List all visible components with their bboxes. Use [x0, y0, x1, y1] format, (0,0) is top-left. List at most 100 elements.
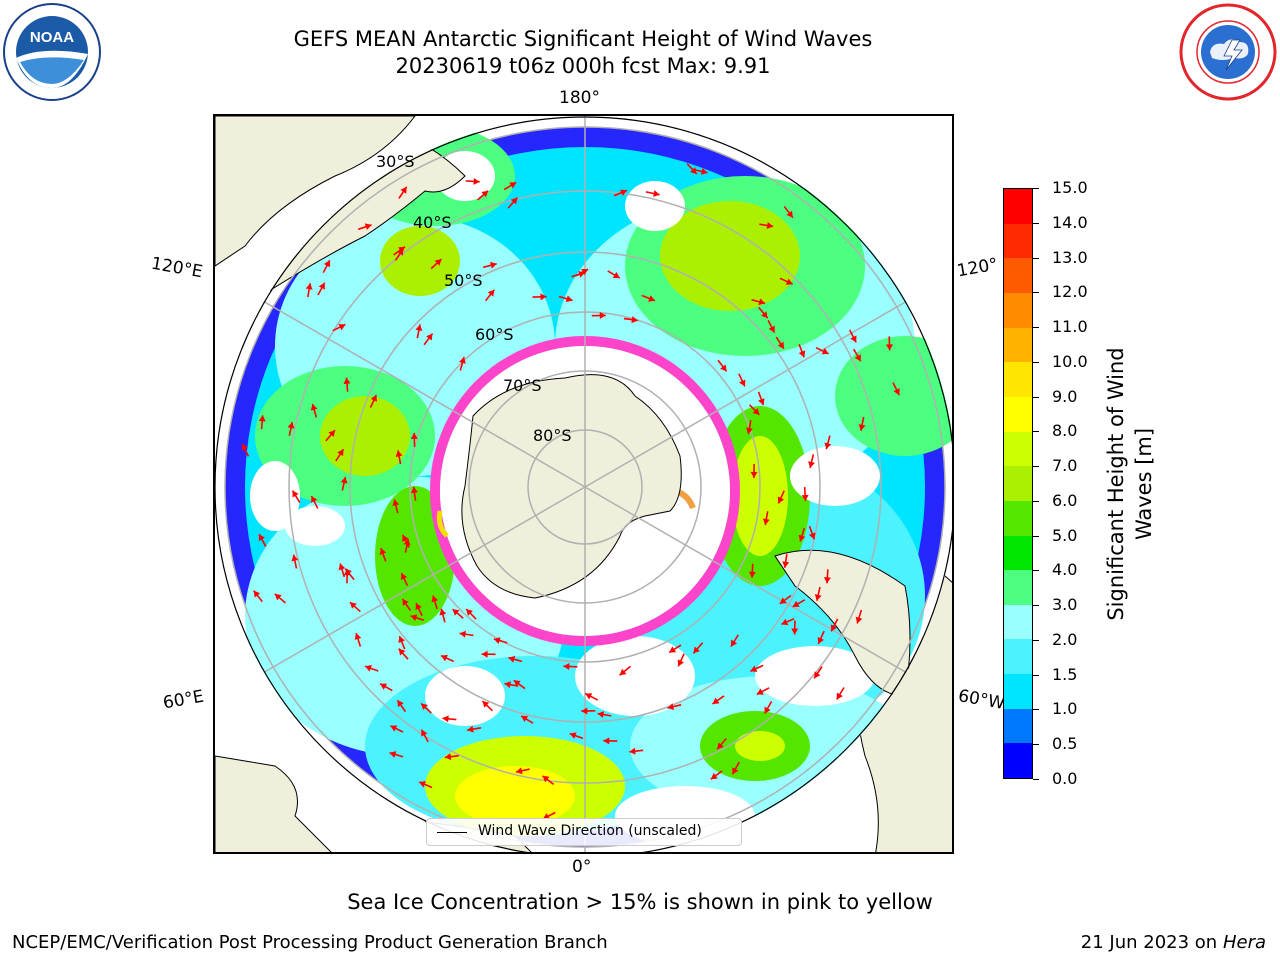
wave-arrow-head	[629, 747, 636, 755]
wave-arrow-head	[808, 532, 816, 540]
wave-arrow-head	[338, 324, 346, 331]
colorbar-cell	[1004, 189, 1032, 224]
legend-label: Wind Wave Direction (unscaled)	[478, 823, 702, 839]
wave-arrow-head	[340, 476, 348, 484]
wave-height-field	[225, 126, 952, 847]
lon-label-0: 0°	[572, 857, 592, 877]
colorbar-cell	[1004, 674, 1032, 709]
colorbar-tick-label: 10.0	[1052, 351, 1088, 371]
wave-arrow-head	[337, 449, 344, 457]
map-boundary	[215, 116, 952, 852]
wave-arrow-head	[328, 430, 335, 437]
wave-arrow-head	[459, 357, 466, 364]
wave-arrow-head	[421, 729, 428, 737]
wave-arrow-head	[292, 490, 299, 498]
graticule	[215, 116, 952, 852]
colorbar-cell	[1004, 639, 1032, 675]
wave-arrow-head	[338, 563, 346, 571]
wave-arrow-head	[364, 223, 372, 231]
colorbar-cell	[1004, 327, 1032, 363]
wave-arrow-head	[473, 177, 480, 185]
colorbar-tick-label: 3.0	[1052, 595, 1078, 615]
wave-arrow-head	[808, 461, 815, 468]
wave-arrow-head	[569, 732, 577, 739]
meridian-line	[215, 226, 586, 488]
colorbar-tick-label: 9.0	[1052, 386, 1078, 406]
wave-arrow-head	[777, 496, 785, 504]
wave-arrow-head	[241, 443, 249, 451]
wave-arrow-head	[781, 618, 789, 626]
wave-arrow-head	[690, 167, 697, 174]
colorbar-tick-mark	[1033, 605, 1039, 607]
wave-arrow-head	[739, 379, 746, 387]
wave-arrow-head	[311, 495, 318, 503]
wave-arrow-head	[291, 554, 299, 562]
wave-arrow-head	[402, 534, 409, 542]
wave-arrow-head	[817, 637, 824, 644]
wave-arrow-head	[402, 598, 409, 606]
lat-label-30s: 30°S	[376, 152, 415, 171]
colorbar-tick-label: 7.0	[1052, 456, 1078, 476]
wave-arrow-head	[854, 354, 861, 362]
wave-arrow-head	[823, 577, 831, 584]
colorbar-tick-label: 5.0	[1052, 525, 1078, 545]
wave-arrow-head	[745, 427, 753, 435]
wave-arrow-head	[762, 518, 770, 526]
wave-arrow-head	[758, 398, 765, 406]
colorbar-tick-mark	[1033, 535, 1039, 537]
wave-arrow-head	[274, 593, 282, 601]
wave-arrow-head	[253, 590, 261, 598]
lon-label-180: 180°	[559, 88, 600, 108]
colorbar-tick-mark	[1033, 709, 1039, 711]
colorbar-tick-label: 4.0	[1052, 560, 1078, 580]
colorbar-tick-mark	[1033, 396, 1039, 398]
wave-arrow-head	[513, 680, 521, 687]
wave-arrow-head	[631, 316, 638, 324]
colorbar-tick-label: 6.0	[1052, 490, 1078, 510]
colorbar-tick-mark	[1033, 327, 1039, 329]
wave-arrow-head	[779, 597, 787, 604]
wave-arrow-head	[563, 662, 570, 670]
wave-arrow-head	[764, 706, 771, 714]
wave-arrow-head	[599, 312, 606, 320]
colorbar-tick-mark	[1033, 431, 1039, 433]
wave-arrow-head	[792, 600, 800, 607]
wave-arrow-head	[349, 602, 357, 609]
wave-arrow-head	[318, 282, 325, 290]
wave-arrow-head	[782, 561, 790, 568]
wave-arrow-head	[750, 471, 758, 478]
wave-arrow-head	[515, 767, 523, 775]
wave-arrow-head	[411, 486, 418, 494]
wave-arrow-head	[700, 168, 708, 175]
footer-credit: NCEP/EMC/Verification Post Processing Pr…	[12, 932, 608, 953]
colorbar-tick-mark	[1033, 257, 1039, 259]
wave-arrow-head	[669, 646, 677, 653]
wave-arrow-head	[400, 573, 408, 580]
lat-label-50s: 50°S	[444, 271, 483, 290]
colorbar-tick-mark	[1033, 570, 1039, 572]
wave-arrow-head	[310, 403, 318, 411]
wave-arrow-head	[785, 278, 793, 285]
colorbar-cell	[1004, 258, 1032, 294]
wave-arrow-head	[410, 432, 418, 439]
wave-arrow-head	[305, 283, 313, 290]
title-line-1: GEFS MEAN Antarctic Significant Height o…	[293, 27, 873, 51]
wave-arrow-head	[397, 248, 404, 256]
wave-arrow-head	[398, 636, 405, 643]
wave-arrow-head	[798, 534, 806, 542]
wave-arrow-head	[752, 408, 760, 415]
wave-arrow-head	[509, 182, 517, 189]
polar-map	[215, 116, 952, 852]
colorbar-tick-mark	[1033, 674, 1039, 676]
colorbar-cell	[1004, 535, 1032, 571]
wave-arrow-head	[542, 813, 550, 820]
lon-label-120w: 120°	[955, 254, 1000, 282]
lat-label-60s: 60°S	[475, 325, 514, 344]
colorbar-tick-mark	[1033, 639, 1039, 641]
wave-arrow-head	[858, 424, 866, 431]
wave-arrow-head	[365, 665, 372, 672]
colorbar-cell	[1004, 293, 1032, 328]
wave-arrow-head	[380, 683, 388, 690]
wave-arrow-head	[612, 271, 620, 279]
wave-arrow-head	[791, 628, 799, 635]
